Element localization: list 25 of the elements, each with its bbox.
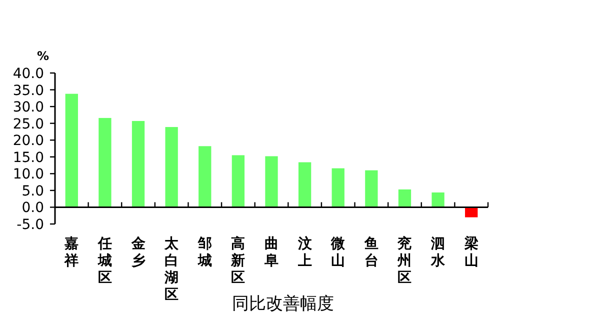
y-tick-label: 35.0 xyxy=(12,82,44,99)
y-tick-label: 30.0 xyxy=(12,100,44,116)
y-tick-label: -5.0 xyxy=(16,217,44,233)
y-tick-label: 20.0 xyxy=(12,133,44,150)
x-tick-label: 泗水 xyxy=(430,236,446,269)
y-axis-title: % xyxy=(36,49,50,63)
x-tick-label: 兖州区 xyxy=(396,235,412,286)
y-tick-label: 5.0 xyxy=(22,183,44,200)
x-tick-label: 微山 xyxy=(330,236,346,269)
x-tick-label: 嘉祥 xyxy=(64,236,79,269)
y-tick-label: 10.0 xyxy=(12,166,44,183)
x-tick-label: 梁山 xyxy=(463,235,478,269)
x-tick-label: 邹城 xyxy=(196,236,212,269)
x-axis-title: 同比改善幅度 xyxy=(232,294,334,314)
y-tick-label: 0.0 xyxy=(22,200,44,216)
x-tick-label: 汶上 xyxy=(296,235,313,269)
x-tick-label: 太白湖区 xyxy=(164,236,180,303)
x-tick-label: 金乡 xyxy=(130,236,146,269)
y-tick-label: 25.0 xyxy=(12,116,44,132)
x-tick-label: 任城区 xyxy=(96,236,112,286)
x-tick-label: 鱼台 xyxy=(363,236,378,269)
y-tick-label: 40.0 xyxy=(12,66,44,82)
x-tick-label: 曲阜 xyxy=(264,236,278,269)
x-tick-label: 高新区 xyxy=(230,235,246,286)
y-tick-label: 15.0 xyxy=(12,150,44,166)
